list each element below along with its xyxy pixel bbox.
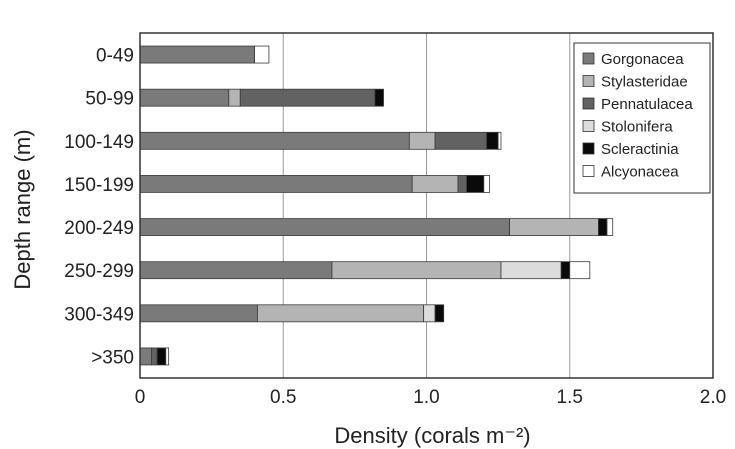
bar-segment [500,261,562,280]
legend-swatch [582,52,595,65]
bar-segment [139,131,410,150]
bar-segment [560,261,571,280]
bar-segment [139,347,152,366]
y-tick-label: 0-49 [96,46,134,67]
bar-segment [139,261,333,280]
y-tick-label: 300-349 [64,304,134,325]
bar-segment [139,88,230,107]
legend-label: Pennatulacea [601,96,693,113]
bar-segment [509,218,599,236]
bar-segment [457,175,468,193]
legend-swatch [582,142,595,155]
legend-swatch [582,75,595,87]
y-tick-label: >350 [91,347,134,368]
bar-segment [408,131,436,150]
y-tick-label: 150-199 [64,175,134,196]
bar-segment [423,304,436,323]
x-tick-label: 0.5 [270,387,296,408]
y-tick-label: 250-299 [64,261,134,282]
bar-segment [331,261,502,280]
y-tick-label: 100-149 [64,132,134,153]
bar-segment [228,88,241,107]
x-tick-label: 1.5 [557,387,583,408]
legend-swatch [582,120,595,132]
x-tick-label: 2.0 [700,387,726,408]
bar-segment [374,88,384,107]
bar-segment [151,347,158,366]
legend: Gorgonacea Stylasteridae Pennatulacea Stolo… [573,42,711,194]
bar-segment [466,175,485,193]
x-tick-label: 1.0 [413,387,439,408]
bar-segment [497,131,502,150]
bar-segment [486,131,499,150]
bars [139,45,614,366]
bar-segment [139,218,510,236]
legend-swatch [582,165,595,177]
bar-segment [156,347,167,366]
bar-segment [139,175,413,193]
bar-segment [411,175,459,193]
y-tick-label: 200-249 [64,218,134,239]
legend-label: Gorgonacea [601,51,684,68]
tick-labels: 0-49 50-99 100-149 150-199 200-249 250-299 300… [64,46,726,408]
bar-segment [239,88,376,107]
legend-label: Scleractinia [601,141,679,158]
bar-segment [139,304,258,323]
bar-segment [569,261,591,280]
bar-segment [483,175,490,193]
legend-box [573,42,711,194]
bar-segment [598,218,608,236]
gridlines [282,33,571,378]
bar-segment [257,304,425,323]
y-tick-label: 50-99 [85,89,134,110]
bar-segment [434,304,445,323]
bar-segment [254,45,270,64]
y-axis-label: Depth range (m) [10,129,35,289]
x-axis-label: Density (corals m⁻²) [334,423,530,448]
bar-segment [606,218,614,236]
legend-label: Stolonifera [601,119,673,136]
legend-label: Stylasteridae [601,74,688,91]
bar-segment [165,347,170,366]
bar-segment [139,45,255,64]
legend-label: Alcyonacea [601,164,679,181]
plot-frame [139,32,714,379]
legend-swatch [582,97,595,110]
x-tick-label: 0 [135,387,146,408]
bar-segment [434,131,488,150]
